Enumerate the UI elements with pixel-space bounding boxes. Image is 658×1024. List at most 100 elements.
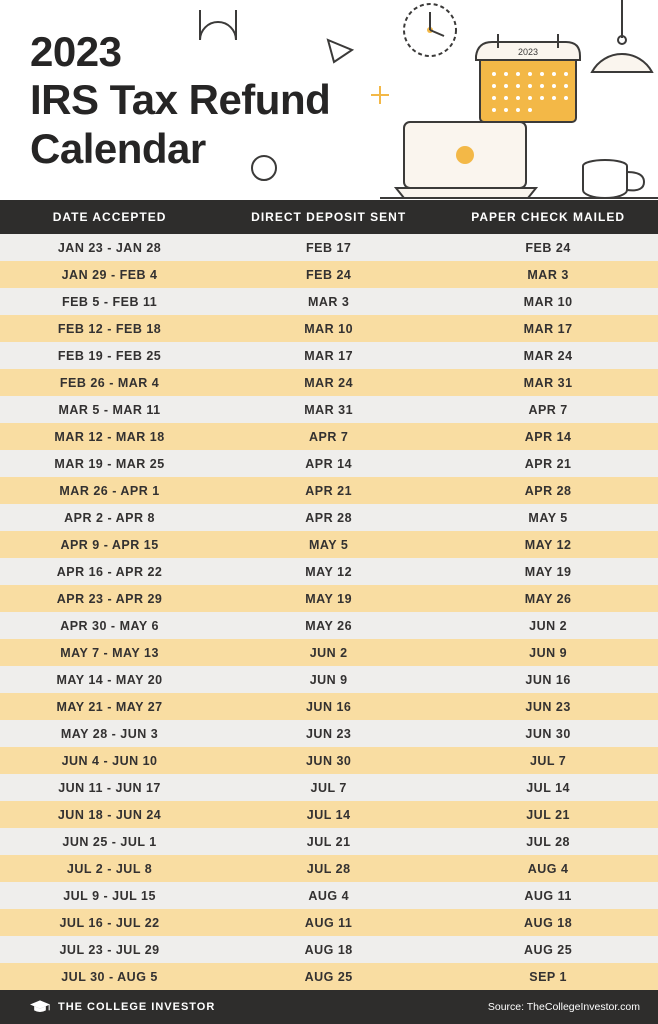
cell-date-accepted: JUN 4 - JUN 10 bbox=[0, 747, 219, 774]
table-row: FEB 26 - MAR 4MAR 24MAR 31 bbox=[0, 369, 658, 396]
table-body: JAN 23 - JAN 28FEB 17FEB 24JAN 29 - FEB … bbox=[0, 234, 658, 990]
table-row: APR 2 - APR 8APR 28MAY 5 bbox=[0, 504, 658, 531]
cell-date-accepted: JUL 30 - AUG 5 bbox=[0, 963, 219, 990]
source-text: Source: TheCollegeInvestor.com bbox=[488, 1001, 640, 1013]
brand-text: THE COLLEGE INVESTOR bbox=[58, 1001, 215, 1013]
table-row: JAN 29 - FEB 4FEB 24MAR 3 bbox=[0, 261, 658, 288]
cell-direct-deposit: JUL 14 bbox=[219, 801, 438, 828]
table-row: JAN 23 - JAN 28FEB 17FEB 24 bbox=[0, 234, 658, 261]
header: 2023 IRS Tax Refund Calendar 2023 bbox=[0, 0, 658, 200]
table-row: APR 30 - MAY 6MAY 26JUN 2 bbox=[0, 612, 658, 639]
cell-direct-deposit: JUL 21 bbox=[219, 828, 438, 855]
cell-direct-deposit: FEB 17 bbox=[219, 234, 438, 261]
cell-direct-deposit: AUG 11 bbox=[219, 909, 438, 936]
footer: THE COLLEGE INVESTOR Source: TheCollegeI… bbox=[0, 990, 658, 1024]
cell-date-accepted: JUL 23 - JUL 29 bbox=[0, 936, 219, 963]
table-row: JUL 30 - AUG 5AUG 25SEP 1 bbox=[0, 963, 658, 990]
cell-paper-check: APR 28 bbox=[438, 477, 658, 504]
cell-direct-deposit: MAY 26 bbox=[219, 612, 438, 639]
cell-direct-deposit: JUN 16 bbox=[219, 693, 438, 720]
cell-direct-deposit: AUG 25 bbox=[219, 963, 438, 990]
table-row: JUN 18 - JUN 24JUL 14JUL 21 bbox=[0, 801, 658, 828]
cell-direct-deposit: MAR 3 bbox=[219, 288, 438, 315]
table-row: APR 9 - APR 15MAY 5MAY 12 bbox=[0, 531, 658, 558]
table-row: MAR 12 - MAR 18APR 7APR 14 bbox=[0, 423, 658, 450]
cell-date-accepted: MAY 21 - MAY 27 bbox=[0, 693, 219, 720]
cell-date-accepted: FEB 5 - FEB 11 bbox=[0, 288, 219, 315]
cell-date-accepted: MAY 7 - MAY 13 bbox=[0, 639, 219, 666]
cell-date-accepted: FEB 26 - MAR 4 bbox=[0, 369, 219, 396]
table-row: JUL 16 - JUL 22AUG 11AUG 18 bbox=[0, 909, 658, 936]
table-row: MAR 5 - MAR 11MAR 31APR 7 bbox=[0, 396, 658, 423]
table-row: MAY 7 - MAY 13JUN 2JUN 9 bbox=[0, 639, 658, 666]
table-header-row: DATE ACCEPTED DIRECT DEPOSIT SENT PAPER … bbox=[0, 200, 658, 234]
cell-paper-check: JUN 23 bbox=[438, 693, 658, 720]
cell-direct-deposit: JUN 23 bbox=[219, 720, 438, 747]
cell-direct-deposit: MAR 31 bbox=[219, 396, 438, 423]
cell-date-accepted: APR 30 - MAY 6 bbox=[0, 612, 219, 639]
cell-date-accepted: APR 23 - APR 29 bbox=[0, 585, 219, 612]
cell-date-accepted: MAR 26 - APR 1 bbox=[0, 477, 219, 504]
cell-date-accepted: JUL 2 - JUL 8 bbox=[0, 855, 219, 882]
cell-paper-check: MAR 17 bbox=[438, 315, 658, 342]
cell-date-accepted: APR 9 - APR 15 bbox=[0, 531, 219, 558]
cell-paper-check: AUG 4 bbox=[438, 855, 658, 882]
cell-paper-check: MAR 24 bbox=[438, 342, 658, 369]
cell-paper-check: JUL 21 bbox=[438, 801, 658, 828]
cell-direct-deposit: AUG 18 bbox=[219, 936, 438, 963]
cell-direct-deposit: JUL 7 bbox=[219, 774, 438, 801]
table-row: JUL 9 - JUL 15AUG 4AUG 11 bbox=[0, 882, 658, 909]
cell-direct-deposit: MAY 5 bbox=[219, 531, 438, 558]
table-row: FEB 19 - FEB 25MAR 17MAR 24 bbox=[0, 342, 658, 369]
cell-direct-deposit: MAR 17 bbox=[219, 342, 438, 369]
cell-direct-deposit: APR 28 bbox=[219, 504, 438, 531]
cell-direct-deposit: JUN 9 bbox=[219, 666, 438, 693]
cell-date-accepted: FEB 12 - FEB 18 bbox=[0, 315, 219, 342]
cell-direct-deposit: JUL 28 bbox=[219, 855, 438, 882]
table-row: MAY 14 - MAY 20JUN 9JUN 16 bbox=[0, 666, 658, 693]
cell-date-accepted: APR 16 - APR 22 bbox=[0, 558, 219, 585]
cell-paper-check: SEP 1 bbox=[438, 963, 658, 990]
table-row: MAR 26 - APR 1APR 21APR 28 bbox=[0, 477, 658, 504]
cell-paper-check: MAY 26 bbox=[438, 585, 658, 612]
col-header-date-accepted: DATE ACCEPTED bbox=[0, 200, 219, 234]
header-illustration: 2023 bbox=[0, 0, 658, 200]
cell-direct-deposit: MAY 19 bbox=[219, 585, 438, 612]
cell-direct-deposit: AUG 4 bbox=[219, 882, 438, 909]
col-header-paper-check: PAPER CHECK MAILED bbox=[438, 200, 658, 234]
table-row: APR 23 - APR 29MAY 19MAY 26 bbox=[0, 585, 658, 612]
table-row: JUL 2 - JUL 8JUL 28AUG 4 bbox=[0, 855, 658, 882]
cell-paper-check: AUG 18 bbox=[438, 909, 658, 936]
cell-direct-deposit: MAR 24 bbox=[219, 369, 438, 396]
cell-direct-deposit: APR 14 bbox=[219, 450, 438, 477]
table-row: MAY 21 - MAY 27JUN 16JUN 23 bbox=[0, 693, 658, 720]
cell-paper-check: APR 7 bbox=[438, 396, 658, 423]
cell-direct-deposit: APR 7 bbox=[219, 423, 438, 450]
cell-date-accepted: JUN 25 - JUL 1 bbox=[0, 828, 219, 855]
cell-paper-check: FEB 24 bbox=[438, 234, 658, 261]
cell-paper-check: JUN 30 bbox=[438, 720, 658, 747]
cell-date-accepted: MAR 19 - MAR 25 bbox=[0, 450, 219, 477]
refund-table: DATE ACCEPTED DIRECT DEPOSIT SENT PAPER … bbox=[0, 200, 658, 990]
cell-paper-check: JUN 16 bbox=[438, 666, 658, 693]
graduation-cap-icon bbox=[30, 1000, 50, 1014]
cell-paper-check: JUL 7 bbox=[438, 747, 658, 774]
brand: THE COLLEGE INVESTOR bbox=[30, 1000, 215, 1014]
table-row: JUN 4 - JUN 10JUN 30JUL 7 bbox=[0, 747, 658, 774]
cell-date-accepted: MAY 28 - JUN 3 bbox=[0, 720, 219, 747]
cell-direct-deposit: MAR 10 bbox=[219, 315, 438, 342]
cell-date-accepted: MAR 12 - MAR 18 bbox=[0, 423, 219, 450]
table-row: JUN 25 - JUL 1JUL 21JUL 28 bbox=[0, 828, 658, 855]
cell-date-accepted: JAN 23 - JAN 28 bbox=[0, 234, 219, 261]
calendar-year-text: 2023 bbox=[518, 47, 538, 57]
cell-date-accepted: JAN 29 - FEB 4 bbox=[0, 261, 219, 288]
col-header-direct-deposit: DIRECT DEPOSIT SENT bbox=[219, 200, 438, 234]
cell-paper-check: JUN 2 bbox=[438, 612, 658, 639]
cell-paper-check: MAY 5 bbox=[438, 504, 658, 531]
cell-paper-check: MAR 10 bbox=[438, 288, 658, 315]
cell-direct-deposit: APR 21 bbox=[219, 477, 438, 504]
cell-paper-check: AUG 25 bbox=[438, 936, 658, 963]
cell-direct-deposit: FEB 24 bbox=[219, 261, 438, 288]
cell-direct-deposit: JUN 30 bbox=[219, 747, 438, 774]
table-row: APR 16 - APR 22MAY 12MAY 19 bbox=[0, 558, 658, 585]
